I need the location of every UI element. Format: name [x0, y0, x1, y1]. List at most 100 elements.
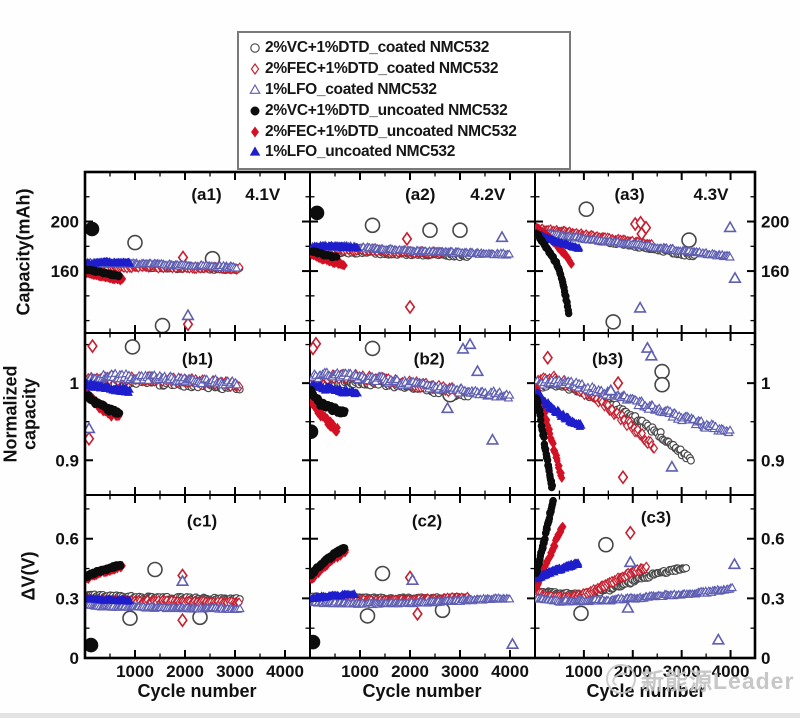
- y-tick-label-right: 0.3: [761, 589, 785, 608]
- lfo_c-triangle-icon: [248, 83, 265, 97]
- x-tick-label: 2000: [391, 662, 429, 681]
- panel-b3: (b3): [534, 332, 756, 496]
- y-tick-label-left: 200: [51, 213, 79, 232]
- y-axis-title-delta-v: ΔV(V): [18, 551, 39, 601]
- y-axis-title-capacity: Capacity(mAh): [13, 188, 34, 316]
- panel-a1: (a1) 4.1V: [84, 171, 311, 334]
- series-vc_u: [535, 394, 556, 492]
- legend-item-label: 1%LFO_uncoated NMC532: [265, 143, 456, 161]
- panel-c1-data: [85, 560, 245, 653]
- y-tick-label-left: 160: [51, 262, 79, 281]
- watermark-logo-icon: [606, 664, 636, 694]
- fec_c-diamond-icon: [248, 62, 265, 76]
- x-tick-label: 1000: [116, 662, 154, 681]
- voltage-label-a2: 4.2V: [470, 185, 506, 204]
- series-lfo_u: [85, 593, 135, 605]
- panel-label-b1: (b1): [182, 349, 213, 368]
- panel-a1-data: [85, 221, 244, 333]
- x-tick-label: 3000: [216, 662, 254, 681]
- series-lfo_c: [535, 555, 742, 645]
- x-axis-title-1: Cycle number: [137, 681, 257, 701]
- legend-item: 1%LFO_coated NMC532: [248, 80, 563, 101]
- panel-label-a1: (a1): [191, 185, 221, 204]
- legend-item: 1%LFO_uncoated NMC532: [248, 142, 563, 163]
- legend-item-label: 2%FEC+1%DTD_uncoated NMC532: [265, 122, 517, 140]
- legend-item-label: 2%FEC+1%DTD_coated NMC532: [265, 60, 499, 78]
- plot-outer-frame: [83, 170, 757, 660]
- series-vc_c: [85, 234, 244, 333]
- panel-a2-data: [310, 205, 514, 315]
- panel-label-a2: (a2): [405, 185, 435, 204]
- x-tick-label: 4000: [491, 662, 529, 681]
- fec_u-diamond-icon: [248, 125, 265, 139]
- panel-label-b3: (b3): [592, 349, 623, 368]
- x-tick-label: 4000: [712, 662, 750, 681]
- series-lfo_u: [535, 387, 586, 430]
- watermark: 新能源Leader: [606, 662, 794, 696]
- panel-label-a3: (a3): [614, 185, 644, 204]
- y-tick-label-left: 0.3: [55, 589, 79, 608]
- y-tick-label-left: 1: [70, 374, 79, 393]
- panel-a3-data: [535, 201, 742, 330]
- y-tick-label-right: 0.9: [761, 451, 785, 470]
- panel-b2-data: [310, 336, 515, 445]
- panel-b1-data: [85, 338, 244, 447]
- panel-label-b2: (b2): [414, 349, 445, 368]
- x-tick-label: 2000: [166, 662, 204, 681]
- legend-item: 2%VC+1%DTD_uncoated NMC532: [248, 100, 563, 121]
- y-tick-label-right: 200: [761, 213, 789, 232]
- series-fec_u: [310, 393, 341, 437]
- panel-a2: (a2) 4.2V: [309, 171, 536, 334]
- x-tick-label: 1000: [565, 662, 603, 681]
- y-tick-label-right: 0.6: [761, 530, 785, 549]
- x-tick-label: 4000: [266, 662, 304, 681]
- panel-label-c3: (c3): [641, 508, 671, 527]
- panel-c1: (c1): [84, 494, 311, 659]
- series-lfo_c: [85, 257, 242, 321]
- series-lfo_c: [310, 573, 520, 650]
- panel-c3-data: [535, 496, 742, 645]
- panel-label-c1: (c1): [187, 511, 217, 530]
- series-lfo_u: [535, 558, 583, 583]
- panel-b2: (b2): [309, 332, 536, 496]
- legend-item-label: 1%LFO_coated NMC532: [265, 80, 437, 98]
- panel-c3: (c3): [534, 494, 756, 659]
- series-vc_u: [535, 496, 557, 577]
- lfo_u-triangle-icon: [248, 145, 265, 159]
- y-tick-label-left: 0: [70, 649, 79, 668]
- panel-c2: (c2): [309, 494, 536, 659]
- voltage-label-a3: 4.3V: [694, 185, 730, 204]
- panel-a3: (a3) 4.3V: [534, 171, 756, 334]
- legend-item-label: 2%VC+1%DTD_uncoated NMC532: [265, 101, 508, 119]
- legend-item: 2%FEC+1%DTD_coated NMC532: [248, 59, 563, 80]
- panel-b1: (b1): [84, 332, 311, 496]
- series-lfo_u: [310, 589, 360, 602]
- panel-c2-data: [310, 543, 520, 650]
- series-vc_u: [310, 205, 341, 262]
- watermark-text: 新能源Leader: [641, 668, 795, 694]
- series-lfo_c: [85, 574, 245, 613]
- y-tick-label-right: 160: [761, 262, 789, 281]
- bottom-border-strip: [0, 713, 800, 718]
- vc_u-circle-icon: [248, 104, 265, 118]
- voltage-label-a1: 4.1V: [245, 185, 281, 204]
- legend-item: 2%FEC+1%DTD_uncoated NMC532: [248, 121, 563, 142]
- panel-a3-ticks: [535, 172, 755, 333]
- series-lfo_c: [310, 337, 515, 445]
- series-vc_u: [535, 229, 573, 318]
- legend-item: 2%VC+1%DTD_coated NMC532: [248, 38, 563, 59]
- x-tick-label: 3000: [441, 662, 479, 681]
- series-vc_u: [310, 543, 349, 650]
- series-lfo_c: [85, 368, 242, 434]
- series-vc_u: [85, 560, 125, 653]
- vc_c-circle-icon: [248, 41, 265, 55]
- series-vc_u: [85, 221, 123, 281]
- x-tick-label: 3000: [663, 662, 701, 681]
- x-tick-label: 1000: [341, 662, 379, 681]
- panel-b3-data: [535, 341, 735, 492]
- legend-item-label: 2%VC+1%DTD_coated NMC532: [265, 39, 490, 57]
- series-vc_u: [310, 386, 349, 439]
- y-axis-title-normalized-capacity: Normalized capacity: [0, 365, 40, 463]
